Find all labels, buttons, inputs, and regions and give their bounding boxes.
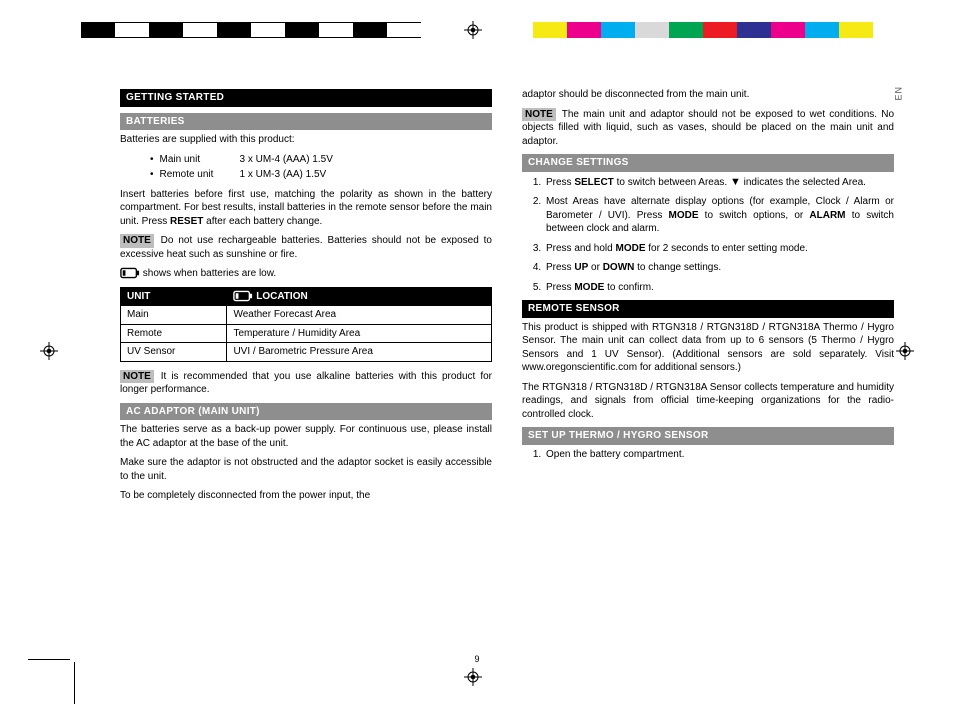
left-column: GETTING STARTED BATTERIES Batteries are … [120, 86, 492, 672]
step-item: Most Areas have alternate display option… [544, 195, 894, 236]
page-number: 9 [474, 654, 479, 664]
setup-steps: Open the battery compartment. [522, 448, 894, 462]
heading-batteries: BATTERIES [120, 113, 492, 131]
text-adaptor-2: Make sure the adaptor is not obstructed … [120, 456, 492, 483]
print-color-bar-right [533, 22, 873, 38]
heading-getting-started: GETTING STARTED [120, 89, 492, 107]
battery-low-icon [120, 267, 140, 279]
step-item: Press MODE to confirm. [544, 281, 894, 295]
note-label: NOTE [522, 108, 556, 122]
crop-mark [28, 659, 70, 660]
step-item: Press SELECT to switch between Areas. ▼ … [544, 175, 894, 190]
note-alkaline: NOTE It is recommended that you use alka… [120, 370, 492, 397]
crop-mark [74, 662, 75, 704]
text-supplied: Batteries are supplied with this product… [120, 133, 492, 147]
heading-ac-adaptor: AC ADAPTOR (MAIN UNIT) [120, 403, 492, 421]
list-item: Remote unit1 x UM-3 (AA) 1.5V [150, 168, 492, 182]
location-table: UNIT LOCATION MainWeather Forecast Area … [120, 287, 492, 362]
battery-list: Main unit3 x UM-4 (AAA) 1.5V Remote unit… [120, 153, 492, 182]
table-row: RemoteTemperature / Humidity Area [121, 324, 492, 343]
heading-change-settings: CHANGE SETTINGS [522, 154, 894, 172]
text-insert: Insert batteries before first use, match… [120, 188, 492, 229]
text-remote-1: This product is shipped with RTGN318 / R… [522, 321, 894, 375]
text-low-battery: shows when batteries are low. [120, 267, 492, 281]
text-adaptor-1: The batteries serve as a back-up power s… [120, 423, 492, 450]
table-header-unit: UNIT [121, 287, 227, 306]
down-arrow-icon: ▼ [730, 176, 741, 188]
registration-target [896, 342, 914, 360]
text-remote-2: The RTGN318 / RTGN318D / RTGN318A Sensor… [522, 381, 894, 422]
battery-low-icon [233, 290, 253, 302]
change-settings-steps: Press SELECT to switch between Areas. ▼ … [522, 175, 894, 295]
heading-remote-sensor: REMOTE SENSOR [522, 300, 894, 318]
page-content: GETTING STARTED BATTERIES Batteries are … [120, 86, 894, 672]
registration-target [40, 342, 58, 360]
list-item: Main unit3 x UM-4 (AAA) 1.5V [150, 153, 492, 167]
step-item: Open the battery compartment. [544, 448, 894, 462]
step-item: Press and hold MODE for 2 seconds to ent… [544, 242, 894, 256]
text-adaptor-3: To be completely disconnected from the p… [120, 489, 492, 503]
heading-setup-sensor: SET UP THERMO / HYGRO SENSOR [522, 427, 894, 445]
step-item: Press UP or DOWN to change settings. [544, 261, 894, 275]
table-header-location: LOCATION [227, 287, 492, 306]
note-wet: NOTE The main unit and adaptor should no… [522, 108, 894, 149]
note-label: NOTE [120, 234, 154, 248]
text-cont: adaptor should be disconnected from the … [522, 88, 894, 102]
language-tab: EN [894, 86, 904, 101]
right-column: adaptor should be disconnected from the … [522, 86, 894, 672]
table-row: UV SensorUVI / Barometric Pressure Area [121, 343, 492, 362]
print-color-bar-left [81, 22, 421, 38]
note-label: NOTE [120, 370, 154, 384]
table-row: MainWeather Forecast Area [121, 306, 492, 325]
registration-target [464, 21, 482, 39]
note-rechargeable: NOTE Do not use rechargeable batteries. … [120, 234, 492, 261]
